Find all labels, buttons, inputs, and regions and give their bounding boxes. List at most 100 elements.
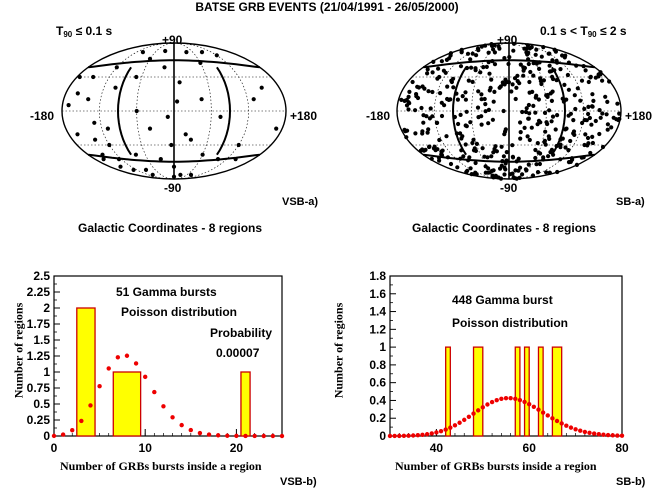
hist-0-poisson-point-24	[270, 433, 276, 439]
right-map-event-351	[538, 151, 543, 156]
right-map-event-322	[491, 150, 496, 155]
right-map-event-415	[550, 74, 555, 79]
hist-1-poisson-point-26	[508, 395, 513, 401]
right-map-event-266	[474, 53, 479, 58]
right-map-event-338	[437, 158, 442, 163]
right-map-event-294	[455, 165, 460, 170]
right-map-event-339	[491, 99, 496, 104]
hist-0-poisson-point-12	[161, 404, 166, 409]
left-map-event-34	[188, 137, 193, 142]
right-map-event-389	[509, 89, 514, 94]
hist-0-ytick-label-7: 1.75	[27, 317, 51, 331]
hist-0-poisson-point-14	[179, 422, 184, 428]
left-map-event-39	[131, 167, 136, 172]
right-map-event-129	[406, 94, 411, 99]
right-map-event-344	[459, 148, 464, 153]
right-map-event-305	[470, 140, 475, 146]
right-map-event-171	[497, 85, 502, 90]
right-map-event-232	[574, 162, 580, 167]
left-map-event-46	[101, 157, 106, 162]
right-map-event-393	[526, 50, 531, 55]
right-map-event-416	[482, 96, 487, 102]
hist-1-poisson-point-6	[415, 433, 421, 438]
right-map-event-73	[451, 85, 456, 90]
right-map-event-175	[582, 117, 587, 123]
right-map-event-430	[491, 47, 496, 52]
right-map-event-147	[449, 79, 454, 85]
hist-0-poisson-point-23	[261, 433, 266, 439]
right-map-event-213	[425, 67, 430, 72]
right-map-event-86	[425, 130, 430, 135]
left-map-event-12	[92, 120, 97, 125]
hist-1-poisson-point-17	[466, 414, 472, 419]
right-hist-corner-tag: SB-b)	[616, 476, 646, 488]
right-map-event-440	[463, 90, 468, 95]
right-map-event-81	[568, 159, 573, 164]
right-map-event-409	[561, 99, 567, 104]
right-map-event-244	[410, 79, 415, 85]
hist-1-bar-0	[445, 346, 451, 437]
right-map-event-371	[616, 117, 621, 123]
right-map-event-236	[605, 122, 611, 127]
right-map-event-166	[439, 100, 444, 105]
right-map-event-301	[468, 120, 473, 125]
right-map-event-245	[406, 107, 411, 112]
right-map-event-144	[513, 96, 518, 102]
right-map-event-385	[511, 48, 516, 53]
left-map-event-49	[150, 172, 155, 177]
right-map-event-108	[439, 152, 444, 157]
right-map-event-142	[428, 106, 433, 111]
right-map-event-282	[437, 137, 442, 143]
right-map-event-418	[473, 170, 478, 175]
right-map-event-252	[522, 125, 527, 130]
hist-0-poisson-point-5	[97, 384, 102, 389]
right-map-event-381	[518, 62, 523, 67]
hist-1-poisson-point-38	[564, 423, 569, 428]
right-map-event-119	[458, 112, 463, 117]
right-map-event-293	[465, 51, 471, 56]
right-map-event-192	[573, 106, 578, 112]
right-map-event-295	[478, 70, 483, 75]
left-hist-bursts-note: 51 Gamma bursts	[116, 285, 217, 299]
right-threshold-sub: 90	[587, 30, 597, 39]
right-map-event-174	[490, 168, 495, 173]
right-map-event-288	[454, 91, 459, 96]
hist-1-ytick-label-9: 1.8	[369, 269, 386, 283]
left-map-event-41	[77, 74, 82, 80]
left-map-event-24	[178, 172, 183, 177]
left-map-event-21	[215, 157, 221, 162]
left-map-bottom-label: -90	[164, 181, 182, 195]
right-map-event-327	[565, 72, 571, 78]
left-map-event-43	[134, 74, 139, 80]
right-map-event-414	[513, 168, 518, 173]
right-map-event-425	[458, 64, 464, 69]
right-map-event-167	[425, 71, 430, 76]
right-map-event-36	[498, 166, 503, 171]
right-map-event-242	[517, 81, 522, 86]
right-map-event-355	[550, 58, 555, 63]
right-map-event-446	[490, 59, 495, 64]
left-map-region-boundary-0	[88, 59, 260, 69]
right-map-event-445	[534, 162, 539, 167]
page-title: BATSE GRB EVENTS (21/04/1991 - 26/05/200…	[195, 0, 459, 14]
left-map-event-0	[214, 53, 219, 58]
right-map-event-140	[501, 81, 506, 87]
left-map-region-boundary-1	[88, 153, 260, 163]
right-map-event-260	[423, 147, 428, 152]
hist-1-poisson-point-34	[545, 413, 550, 418]
right-map-event-437	[521, 73, 526, 78]
right-map-event-420	[426, 127, 431, 132]
right-map-event-357	[541, 157, 546, 162]
left-map-event-38	[188, 172, 194, 177]
hist-1-poisson-point-33	[540, 410, 546, 415]
hist-1-poisson-point-36	[554, 418, 560, 424]
hist-1-poisson-point-1	[392, 433, 397, 439]
right-map-event-20	[463, 97, 468, 102]
hist-1-ytick-label-0: 0	[379, 429, 386, 443]
left-map-left-label: -180	[30, 109, 55, 123]
right-map-event-206	[554, 143, 559, 149]
right-map-event-280	[464, 124, 469, 129]
right-map-event-170	[558, 157, 563, 162]
right-map-event-150	[544, 170, 549, 175]
right-map-event-261	[481, 65, 486, 70]
